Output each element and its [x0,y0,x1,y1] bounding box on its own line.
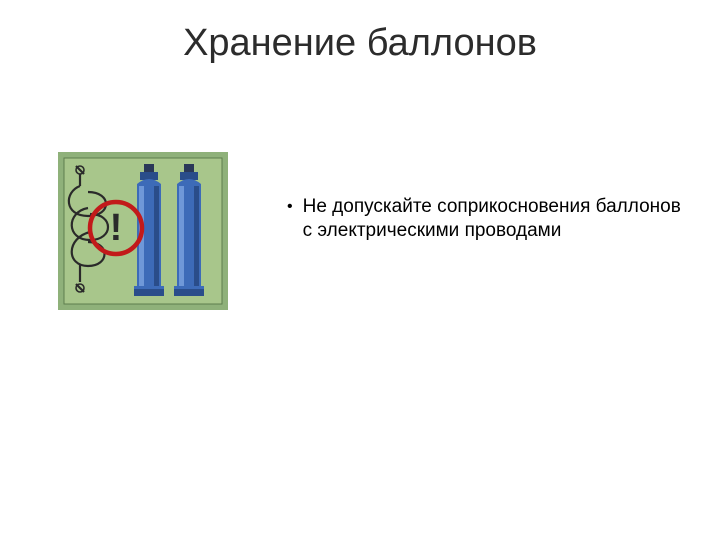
bullet-text: Не допускайте соприкосновения баллонов с… [303,195,685,243]
safety-illustration-svg: ! [58,152,228,310]
safety-illustration: ! [58,152,228,310]
svg-text:!: ! [110,207,123,249]
slide: Хранение баллонов [0,0,720,540]
bullet-list: • Не допускайте соприкосновения баллонов… [285,195,685,243]
bullet-marker: • [285,195,303,219]
list-item: • Не допускайте соприкосновения баллонов… [285,195,685,243]
page-title: Хранение баллонов [0,22,720,65]
